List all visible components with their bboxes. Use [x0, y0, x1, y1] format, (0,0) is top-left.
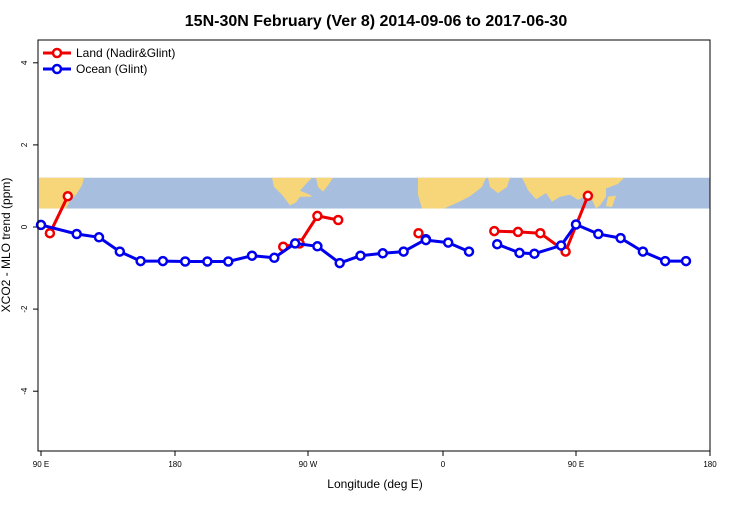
- series-point: [334, 257, 345, 269]
- x-tick-label: 180: [703, 460, 717, 469]
- map-land-1: [39, 177, 84, 209]
- legend-label: Ocean (Glint): [76, 62, 147, 76]
- series-point: [398, 246, 409, 257]
- plot-frame: [37, 39, 711, 452]
- series-point: [659, 255, 671, 267]
- series-point: [637, 246, 649, 257]
- series-point: [489, 225, 500, 237]
- series-point: [582, 190, 594, 202]
- y-axis: 4 2 0 -2 -4: [20, 60, 38, 395]
- series-point: [355, 250, 366, 261]
- map-land-6: [522, 177, 624, 209]
- map-land-2: [272, 177, 312, 206]
- series-2: [35, 219, 692, 269]
- series-point: [223, 256, 234, 267]
- map-strip: [39, 177, 710, 209]
- x-tick-label: 0: [441, 460, 446, 469]
- series-point: [312, 210, 323, 222]
- series-point: [570, 219, 582, 230]
- map-land-4: [418, 177, 486, 209]
- series-point: [514, 247, 525, 259]
- x-tick-label: 180: [168, 460, 182, 469]
- series-point: [413, 227, 424, 239]
- series-point: [593, 228, 604, 240]
- series-point: [332, 214, 344, 226]
- series-point: [555, 240, 567, 251]
- series-line: [496, 223, 686, 263]
- y-tick-label: 0: [20, 224, 29, 229]
- y-tick-label: 4: [20, 60, 29, 65]
- map-land-5: [488, 177, 510, 194]
- series-point: [512, 226, 524, 238]
- series-point: [442, 237, 454, 248]
- legend-marker: [51, 47, 63, 59]
- series-point: [463, 246, 475, 257]
- series-point: [680, 255, 692, 267]
- series-point: [62, 190, 74, 202]
- x-axis: 90 E 180 90 W 0 90 E 180: [33, 451, 717, 469]
- legend-label: Land (Nadir&Glint): [76, 46, 175, 60]
- series-point: [420, 234, 432, 246]
- series-point: [529, 248, 540, 259]
- chart-title: 15N-30N February (Ver 8) 2014-09-06 to 2…: [185, 13, 568, 30]
- series-point: [71, 228, 82, 240]
- x-tick-label: 90 W: [299, 460, 318, 469]
- legend-marker: [51, 63, 63, 75]
- y-tick-label: -2: [20, 305, 29, 313]
- series-point: [377, 248, 389, 259]
- series-layer: [35, 190, 692, 269]
- map-land-3: [316, 177, 333, 192]
- map-land-7: [606, 195, 616, 207]
- series-point: [35, 219, 47, 231]
- x-axis-label: Longitude (deg E): [327, 477, 422, 491]
- series-point: [289, 238, 301, 249]
- x-tick-label: 90 E: [568, 460, 584, 469]
- series-point: [135, 255, 146, 267]
- series-point: [202, 256, 213, 267]
- y-tick-label: 2: [20, 142, 29, 147]
- series-point: [269, 252, 280, 264]
- y-axis-label: XCO2 - MLO trend (ppm): [0, 178, 13, 313]
- series-point: [246, 250, 258, 261]
- series-point: [93, 232, 105, 243]
- series-point: [157, 255, 169, 267]
- x-tick-label: 90 E: [33, 460, 49, 469]
- legend: Land (Nadir&Glint) Ocean (Glint): [43, 46, 175, 76]
- series-point: [535, 227, 546, 239]
- series-point: [179, 256, 191, 267]
- series-point: [44, 227, 56, 239]
- series-point: [615, 232, 626, 244]
- y-tick-label: -4: [20, 387, 29, 395]
- series-point: [491, 238, 503, 250]
- series-point: [114, 246, 126, 257]
- series-point: [312, 241, 323, 252]
